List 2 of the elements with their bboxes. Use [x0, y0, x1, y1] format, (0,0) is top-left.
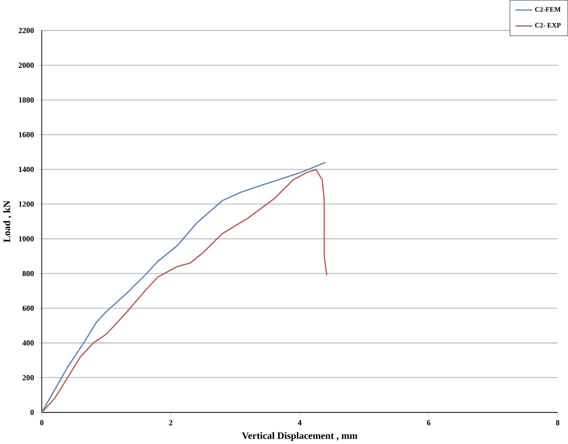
y-axis-title: Load , kN [3, 200, 12, 242]
x-axis-title: Vertical Displacement , mm [242, 432, 358, 441]
